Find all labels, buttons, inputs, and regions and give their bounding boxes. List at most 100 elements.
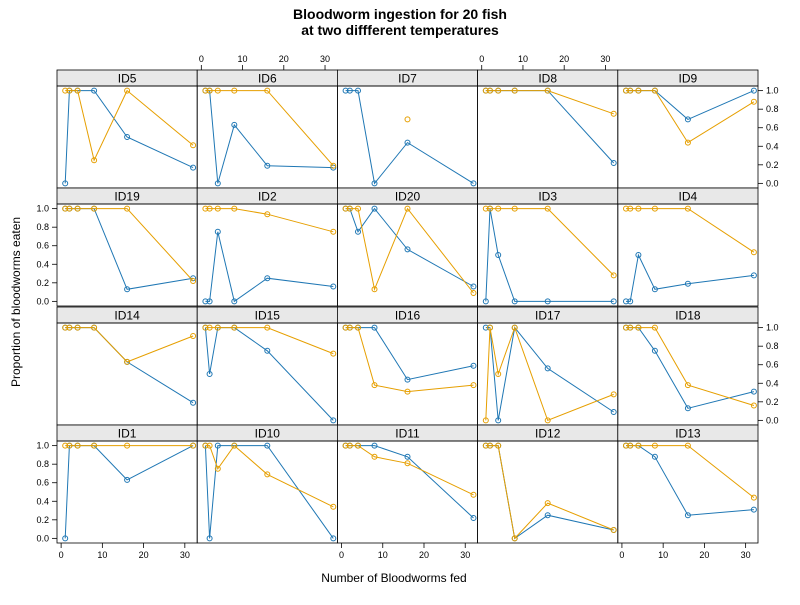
data-point-ID19-1-3 [91,205,98,212]
data-point-ID8-1-5 [610,110,617,117]
data-point-ID2-1-1 [206,205,213,212]
series-line-ID14-1-0 [65,327,194,363]
data-point-ID6-1-4 [264,87,271,94]
data-point-ID8-0-5 [610,160,617,166]
data-point-ID9-0-5 [750,87,757,94]
data-point-ID13-1-3 [651,442,658,449]
x-tick-label-bottom-2-2: 20 [419,550,429,560]
x-tick-label-top-3-3: 30 [600,54,610,64]
data-point-ID2-0-2 [214,228,221,235]
series-line-ID5-1-0 [65,89,194,162]
data-point-ID6-0-3 [231,121,238,128]
data-point-ID4-0-4 [684,280,691,287]
data-point-ID7-0-2 [355,87,361,94]
data-point-ID4-1-4 [684,205,691,212]
data-point-ID18-0-3 [651,347,658,354]
data-point-ID7-0-4 [404,139,411,146]
y-axis-title: Proportion of bloodworms eaten [9,217,23,387]
data-point-ID18-1-3 [651,324,658,331]
panel-ID14: ID14 [56,306,198,426]
data-point-ID10-1-2 [214,465,221,472]
data-point-ID17-0-0 [482,324,489,331]
data-point-ID8-1-0 [482,87,489,94]
data-point-ID10-1-4 [264,471,271,478]
data-point-ID11-1-1 [346,442,353,449]
data-point-ID1-0-4 [124,476,131,483]
data-point-ID2-0-4 [264,275,271,282]
strip-label-ID14: ID14 [114,309,140,323]
x-tick-label-bottom-0-1: 10 [97,550,107,560]
y-tick-label-left-3-3: 0.6 [36,478,49,488]
series-line-ID16-0-0 [345,327,474,381]
data-point-ID20-1-0 [342,205,349,212]
data-point-ID10-1-1 [206,442,213,449]
data-point-ID9-1-3 [651,87,658,94]
data-point-ID17-0-4 [544,365,551,372]
plot-frame-ID16 [336,322,478,426]
y-tick-label-left-1-4: 0.8 [36,222,49,232]
data-point-ID13-1-2 [635,442,642,449]
data-point-ID10-1-3 [231,442,238,449]
data-point-ID15-0-4 [264,347,271,354]
data-point-ID13-1-0 [623,442,629,449]
data-point-ID3-1-0 [482,205,489,212]
data-point-ID1-1-4 [124,442,131,449]
data-point-ID5-1-5 [190,142,197,149]
data-point-ID16-1-2 [355,324,361,331]
data-point-ID4-1-0 [623,205,629,212]
data-point-ID7-0-5 [470,180,477,187]
data-point-ID6-1-5 [330,162,337,169]
data-point-ID18-1-2 [635,324,642,331]
x-tick-label-bottom-2-1: 10 [378,550,388,560]
data-point-ID15-1-0 [202,324,209,331]
data-point-ID2-1-5 [330,228,337,235]
data-point-ID8-1-2 [495,87,502,94]
x-tick-label-bottom-0-0: 0 [59,550,64,560]
data-point-ID14-1-2 [74,324,81,331]
x-tick-label-top-1-3: 30 [320,54,330,64]
data-point-ID17-1-5 [610,391,617,398]
data-point-ID4-0-0 [623,298,629,305]
strip-label-ID2: ID2 [258,190,277,204]
series-line-ID18-0-0 [626,327,755,409]
data-point-ID2-0-5 [330,283,337,290]
plot-frame-ID18 [617,322,759,426]
x-axis-title: Number of Bloodworms fed [321,571,466,585]
data-point-ID19-1-4 [124,205,131,212]
y-tick-label-left-3-1: 0.2 [36,515,49,525]
y-tick-label-left-1-2: 0.4 [36,259,49,269]
data-point-ID16-0-4 [404,376,411,383]
y-tick-label-left-3-0: 0.0 [36,533,49,543]
x-tick-label-bottom-4-1: 10 [658,550,668,560]
panels-layer: ID5 ID6 ID7 ID8 ID9 ID19 ID2 ID20 ID3 ID4 ID14 ID15… [36,54,778,560]
data-point-ID14-1-0 [62,324,69,331]
panel-ID8: ID8 [477,69,619,189]
data-point-ID19-1-2 [74,205,81,212]
data-point-ID5-0-4 [124,134,131,140]
panel-ID4: ID4 [617,187,759,307]
y-tick-label-right-0-4: 0.8 [766,104,779,114]
plot-frame-ID20 [336,203,478,307]
data-point-ID10-1-0 [202,442,209,449]
data-point-ID13-1-4 [684,442,691,449]
x-tick-label-bottom-4-3: 30 [741,550,751,560]
x-tick-label-bottom-4-0: 0 [619,550,624,560]
plot-frame-ID13 [617,440,759,544]
strip-label-ID6: ID6 [258,72,277,86]
data-point-ID10-1-5 [330,503,337,510]
data-point-ID4-0-1 [627,298,634,305]
data-point-ID11-1-4 [404,460,411,467]
data-point-ID3-0-2 [495,252,502,258]
plot-frame-ID1 [56,440,198,544]
data-point-ID16-1-5 [470,382,477,389]
data-point-ID3-0-5 [610,298,617,305]
series-line-ID6-0-0 [205,90,334,184]
data-point-ID4-1-1 [627,205,634,212]
strip-label-ID17: ID17 [535,309,561,323]
panel-ID13: ID13 [617,424,759,544]
data-point-ID16-1-0 [342,324,349,331]
strip-label-ID13: ID13 [675,427,701,441]
x-tick-label-bottom-0-3: 30 [180,550,190,560]
data-point-ID5-1-3 [91,157,98,164]
data-point-ID19-1-0 [62,205,69,212]
